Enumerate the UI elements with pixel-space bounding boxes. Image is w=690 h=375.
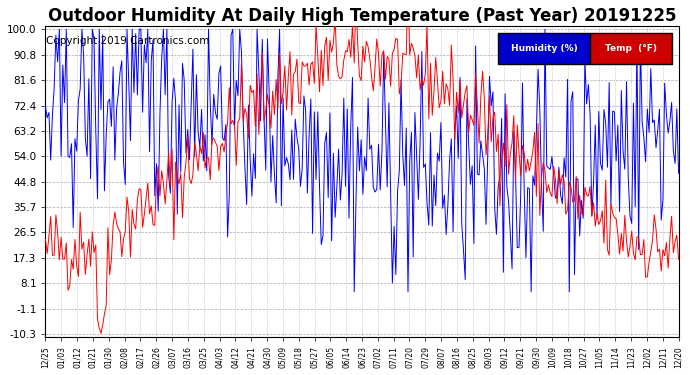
- FancyBboxPatch shape: [590, 33, 672, 64]
- Title: Outdoor Humidity At Daily High Temperature (Past Year) 20191225: Outdoor Humidity At Daily High Temperatu…: [48, 7, 676, 25]
- Text: Humidity (%): Humidity (%): [511, 44, 578, 53]
- Text: Temp  (°F): Temp (°F): [605, 44, 657, 53]
- FancyBboxPatch shape: [498, 33, 590, 64]
- Text: Copyright 2019 Cartronics.com: Copyright 2019 Cartronics.com: [46, 36, 210, 46]
